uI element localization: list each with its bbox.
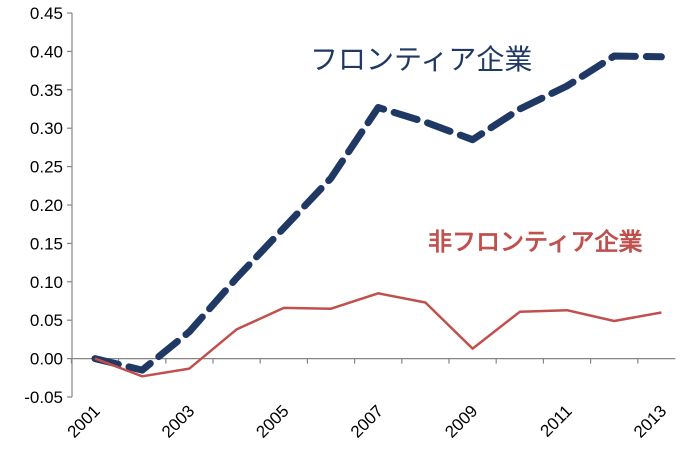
- y-tick-label: 0.10: [30, 273, 63, 292]
- x-tick-labels: 2001 2003 2005 2007 2009 2011 2013: [64, 358, 670, 442]
- y-tick-label: 0.20: [30, 196, 63, 215]
- series-label-frontier: フロンティア企業: [310, 43, 532, 76]
- y-tick-label: 0.25: [30, 158, 63, 177]
- x-tick-label: 2011: [537, 401, 576, 440]
- y-tick-label: -0.05: [24, 388, 63, 407]
- y-tick-label: 0.05: [30, 311, 63, 330]
- y-tick-label: 0.35: [30, 81, 63, 100]
- y-tick-label: 0.45: [30, 4, 63, 23]
- series-label-non-frontier: 非フロンティア企業: [428, 228, 643, 256]
- series-lines: [91, 52, 665, 378]
- x-tick-label: 2005: [252, 401, 292, 441]
- y-tick-label: 0.40: [30, 42, 63, 61]
- series-line-non-frontier: [94, 292, 662, 378]
- series-line-frontier: [91, 52, 665, 374]
- y-tick-label: 0.15: [30, 234, 63, 253]
- y-tick-label: 0.00: [30, 350, 63, 369]
- x-tick-label: 2003: [158, 401, 198, 441]
- x-tick-label: 2013: [630, 401, 670, 441]
- y-tick-labels: 0.45 0.40 0.35 0.30 0.25 0.20 0.15 0.10 0.05 0.00…: [24, 4, 72, 407]
- x-tick-label: 2001: [64, 401, 104, 441]
- x-tick-label: 2007: [347, 401, 387, 441]
- y-tick-label: 0.30: [30, 119, 63, 138]
- x-tick-label: 2009: [441, 401, 481, 441]
